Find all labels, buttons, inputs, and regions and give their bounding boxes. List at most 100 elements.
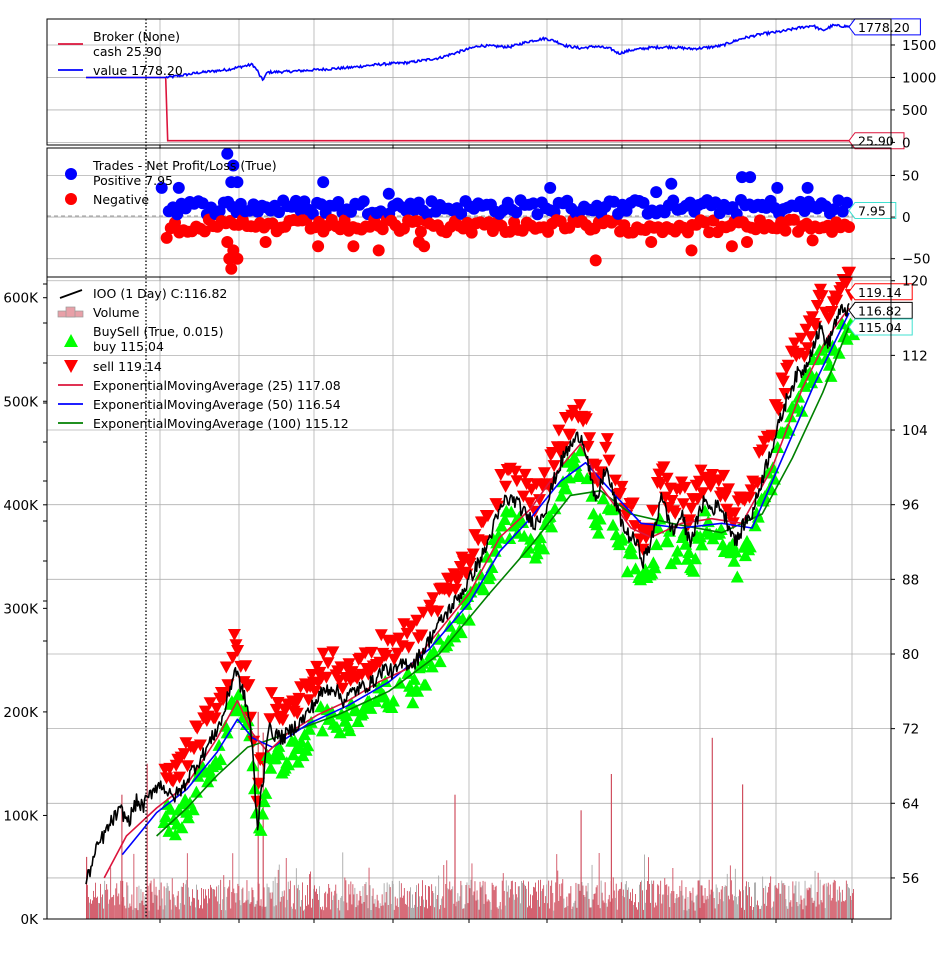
volume-bar [734,868,736,919]
volume-bar [641,880,642,919]
sell-marker [552,424,566,437]
volume-bar [355,907,357,919]
volume-bar [769,882,771,919]
volume-bar [547,903,549,919]
volume-bar [850,895,851,919]
y-tick-label-right: 88 [902,572,919,588]
volume-bar [101,897,102,919]
buy-marker [572,468,586,481]
volume-bar [156,895,158,919]
volume-bar [338,899,340,919]
volume-bar [715,884,717,919]
volume-bar [656,905,658,919]
negative-trade-point [787,213,800,226]
volume-bar [688,908,690,919]
volume-bar [371,895,373,919]
volume-bar [764,903,766,919]
buy-marker [419,678,433,691]
volume-bar [852,893,853,919]
volume-bar [475,900,477,919]
volume-bar [640,882,641,919]
volume-bar [281,891,283,919]
sell-marker [665,495,679,507]
sell-marker [717,469,731,482]
volume-bar [786,906,788,919]
volume-bar [138,885,140,919]
volume-bar [229,880,231,919]
volume-bar [404,903,406,919]
volume-bar [768,886,770,919]
negative-trade-point [225,262,238,275]
buy-marker [498,513,512,525]
buy-marker [291,755,305,768]
volume-bar [652,883,654,919]
volume-bar [469,888,471,919]
positive-trade-point [317,176,330,189]
volume-bar [701,885,703,919]
volume-bar [800,895,802,919]
volume-bar [490,909,492,919]
volume-bar [698,880,700,919]
volume-bar [91,903,92,919]
volume-bar [500,909,502,919]
volume-bar [574,900,576,919]
sell-marker [810,300,824,312]
volume-bar [480,887,482,919]
volume-bar [588,898,590,919]
volume-bar [818,904,820,919]
volume-bar [529,905,530,919]
negative-trade-point [347,240,360,253]
volume-bar [442,896,444,919]
volume-bar [820,900,822,919]
volume-bar [729,865,731,919]
volume-bar [428,886,429,919]
volume-bar [662,894,664,919]
volume-bar [516,897,518,919]
volume-bar [606,906,608,919]
volume-bar [784,885,786,919]
volume-bar [686,910,688,919]
volume-bar [324,893,326,919]
y-tick-label-right: 1500 [902,38,936,54]
volume-bar [735,896,737,919]
volume-bar [186,853,188,919]
volume-bar [352,884,354,919]
volume-bar [844,900,846,919]
sell-marker [722,483,735,496]
volume-bar [110,867,112,919]
volume-bar [418,883,419,919]
volume-bar [790,900,792,919]
volume-bar [359,890,361,919]
volume-bar [130,906,132,919]
volume-bar [113,894,115,919]
volume-bar [503,890,505,919]
price-last-label: 119.14 [858,285,902,300]
buy-legend-marker [64,334,78,347]
sell-marker [657,461,671,474]
sell-marker [374,629,388,642]
ioo-legend-swatch [59,289,83,299]
volume-bar [517,886,519,919]
volume-bar [378,908,380,919]
volume-bar [592,899,594,919]
sell-marker [518,468,532,481]
y-tick-label-left: 200K [3,705,39,721]
sell-marker [589,459,603,472]
volume-bar [501,880,503,919]
sell-marker [563,429,577,442]
negative-trade-point [372,244,385,257]
volume-bar [514,882,516,919]
y-tick-label-left: 600K [3,291,39,307]
volume-bar [224,887,226,919]
buy-marker [671,544,685,557]
volume-bar [788,885,790,919]
volume-bar [176,895,178,919]
volume-bar [520,903,521,919]
buy-marker [784,410,798,423]
volume-bar [252,890,254,919]
volume-bar [381,894,383,919]
volume-bar [553,910,555,919]
buy-marker [596,492,610,505]
volume-bar [254,906,256,919]
buy-marker [214,753,228,766]
